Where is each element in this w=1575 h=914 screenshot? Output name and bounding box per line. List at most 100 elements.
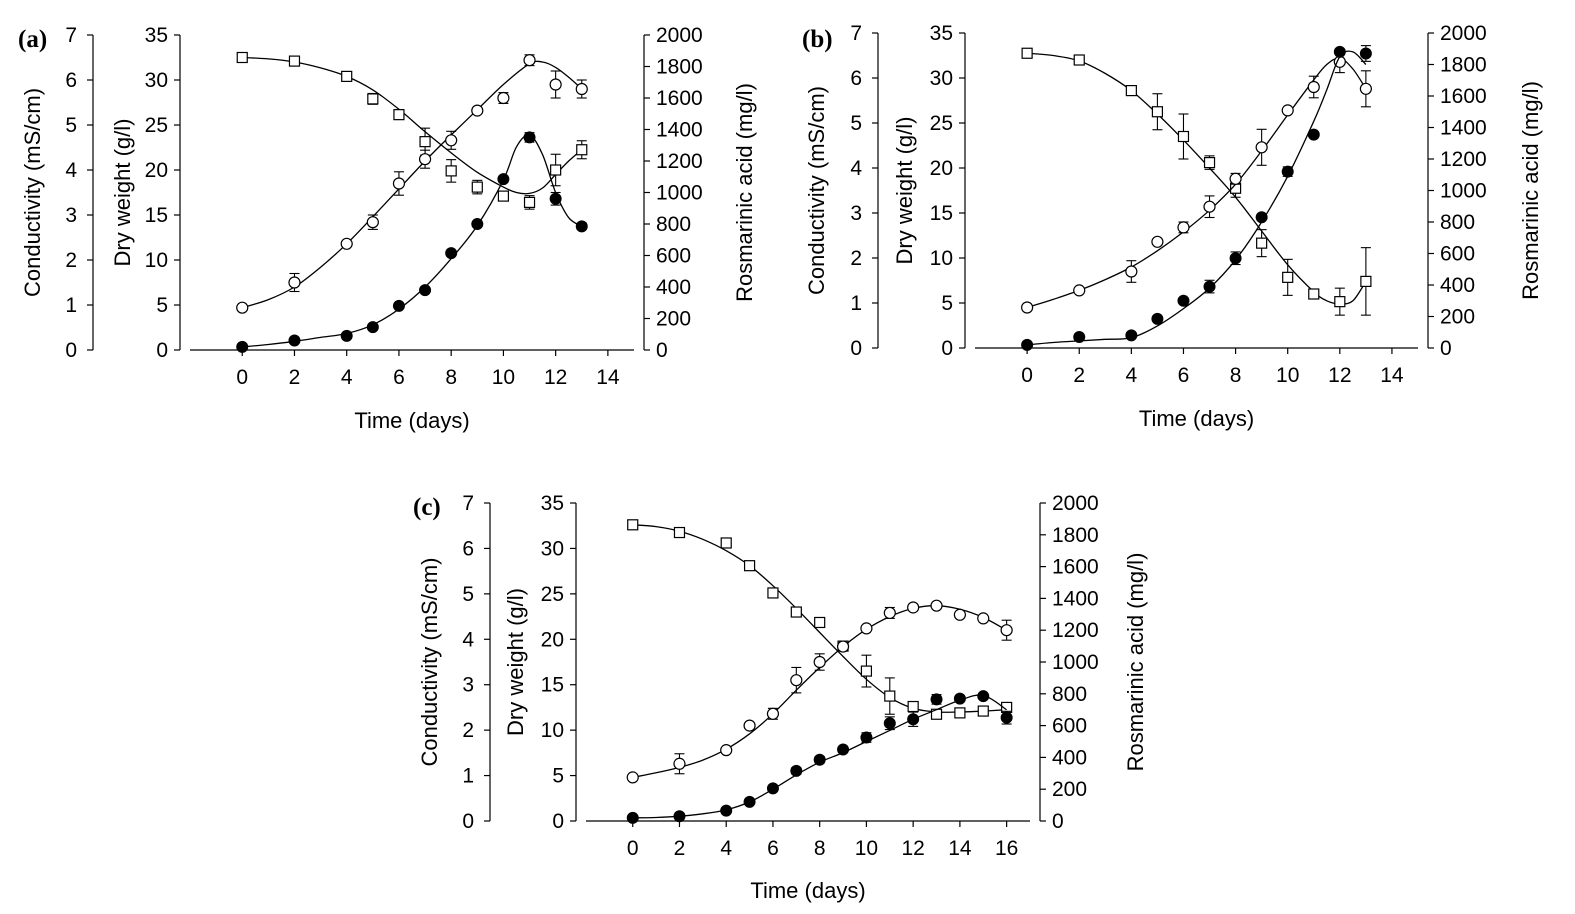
data-point-filled-circle (549, 192, 562, 205)
data-point-filled-circle (392, 299, 405, 312)
data-point-open-circle (1307, 80, 1320, 94)
data-point-filled-circle (1073, 330, 1086, 343)
x-tick-label: 10 (855, 837, 878, 860)
data-point-open-circle (790, 674, 803, 687)
x-tick-label: 14 (596, 366, 620, 389)
data-point-open-square (720, 537, 732, 549)
conductivity-tick-label: 7 (462, 492, 474, 515)
dry-weight-tick-label: 15 (145, 204, 168, 227)
data-point-filled-circle (340, 329, 353, 342)
data-point-filled-circle (1177, 294, 1190, 307)
series-dry_weight (236, 54, 588, 314)
fit-curve-rosmarinic (1027, 50, 1367, 346)
data-point-open-square (790, 606, 802, 618)
data-point-open-circle (1359, 82, 1372, 95)
rosmarinic-tick-label: 200 (1440, 306, 1475, 329)
x-tick-label: 8 (445, 366, 457, 389)
data-point-open-circle (445, 134, 458, 147)
conductivity-tick-label: 6 (462, 537, 474, 560)
rosmarinic-tick-label: 600 (1052, 715, 1087, 738)
x-tick-label: 14 (1380, 364, 1404, 387)
conductivity-tick-label: 5 (462, 583, 474, 606)
x-tick-label: 0 (236, 366, 248, 389)
data-point-filled-circle (673, 810, 686, 823)
data-point-open-circle (1151, 235, 1164, 248)
data-point-filled-circle (1125, 329, 1138, 342)
x-tick-label: 12 (901, 837, 924, 860)
rosmarinic-tick-label: 1200 (656, 150, 703, 173)
dry-weight-tick-label: 5 (156, 294, 168, 317)
rosmarinic-tick-label: 1000 (1440, 180, 1487, 203)
data-point-open-circle (288, 276, 301, 289)
data-point-open-circle (977, 612, 990, 625)
conductivity-tick-label: 6 (850, 67, 862, 90)
fit-curve-conductivity (1027, 52, 1367, 305)
x-tick-label: 10 (1276, 364, 1299, 387)
data-point-filled-circle (523, 131, 536, 144)
x-tick-label: 8 (1230, 364, 1242, 387)
panel-letter: (c) (413, 494, 441, 521)
rosmarinic-tick-label: 1400 (656, 119, 703, 142)
dry-weight-tick-label: 35 (541, 492, 564, 515)
x-axis-title: Time (days) (354, 408, 469, 433)
data-point-open-square (907, 700, 919, 713)
conductivity-tick-label: 7 (65, 24, 77, 47)
data-point-open-square (367, 93, 379, 105)
data-point-open-circle (366, 216, 379, 229)
x-tick-label: 12 (544, 366, 567, 389)
dry-weight-tick-label: 10 (541, 719, 564, 742)
rosmarinic-tick-label: 1000 (656, 182, 703, 205)
dry-weight-tick-label: 20 (930, 157, 953, 180)
rosmarinic-tick-label: 2000 (1440, 22, 1487, 45)
data-point-open-circle (766, 707, 780, 720)
x-tick-label: 16 (995, 837, 1018, 860)
series-rosmarinic (626, 690, 1013, 824)
conductivity-tick-label: 2 (65, 249, 77, 272)
series-rosmarinic (236, 131, 588, 353)
data-point-open-circle (1177, 221, 1190, 234)
data-point-open-square (1125, 84, 1137, 97)
x-tick-label: 2 (674, 837, 686, 860)
data-point-open-square (1282, 271, 1294, 283)
data-point-filled-circle (1359, 47, 1372, 60)
data-point-filled-circle (236, 340, 249, 353)
data-point-open-square (1308, 288, 1320, 300)
conductivity-axis-title: Conductivity (mS/cm) (20, 88, 45, 297)
conductivity-tick-label: 3 (462, 674, 474, 697)
x-tick-label: 12 (1328, 364, 1351, 387)
data-point-open-square (1334, 296, 1346, 308)
data-point-open-circle (813, 655, 826, 669)
series-conductivity (627, 519, 1013, 720)
data-point-open-circle (575, 82, 588, 96)
data-point-open-square (236, 51, 248, 64)
data-point-open-square (814, 616, 826, 629)
data-point-open-square (445, 165, 457, 177)
dry-weight-tick-label: 0 (156, 339, 168, 362)
rosmarinic-tick-label: 0 (1440, 337, 1452, 360)
data-point-filled-circle (907, 713, 920, 726)
data-point-open-square (576, 144, 588, 156)
conductivity-tick-label: 3 (65, 204, 77, 227)
data-point-filled-circle (1281, 165, 1294, 178)
data-point-open-circle (1021, 301, 1034, 314)
dry-weight-tick-label: 30 (930, 67, 953, 90)
data-point-open-square (884, 690, 896, 702)
dry-weight-tick-label: 30 (145, 69, 168, 92)
data-point-filled-circle (497, 173, 510, 186)
dry-weight-tick-label: 5 (941, 292, 953, 315)
x-tick-label: 4 (720, 837, 732, 860)
dry-weight-tick-label: 0 (552, 810, 564, 833)
x-tick-label: 4 (341, 366, 353, 389)
dry-weight-tick-label: 15 (541, 674, 564, 697)
rosmarinic-tick-label: 1800 (1052, 524, 1099, 547)
data-point-filled-circle (883, 717, 896, 730)
series-rosmarinic (1021, 45, 1372, 351)
rosmarinic-tick-label: 400 (1440, 274, 1475, 297)
x-tick-label: 2 (1073, 364, 1085, 387)
data-point-open-square (419, 136, 431, 148)
data-point-filled-circle (953, 692, 966, 705)
conductivity-axis-title: Conductivity (mS/cm) (417, 557, 442, 766)
rosmarinic-tick-label: 200 (1052, 778, 1087, 801)
